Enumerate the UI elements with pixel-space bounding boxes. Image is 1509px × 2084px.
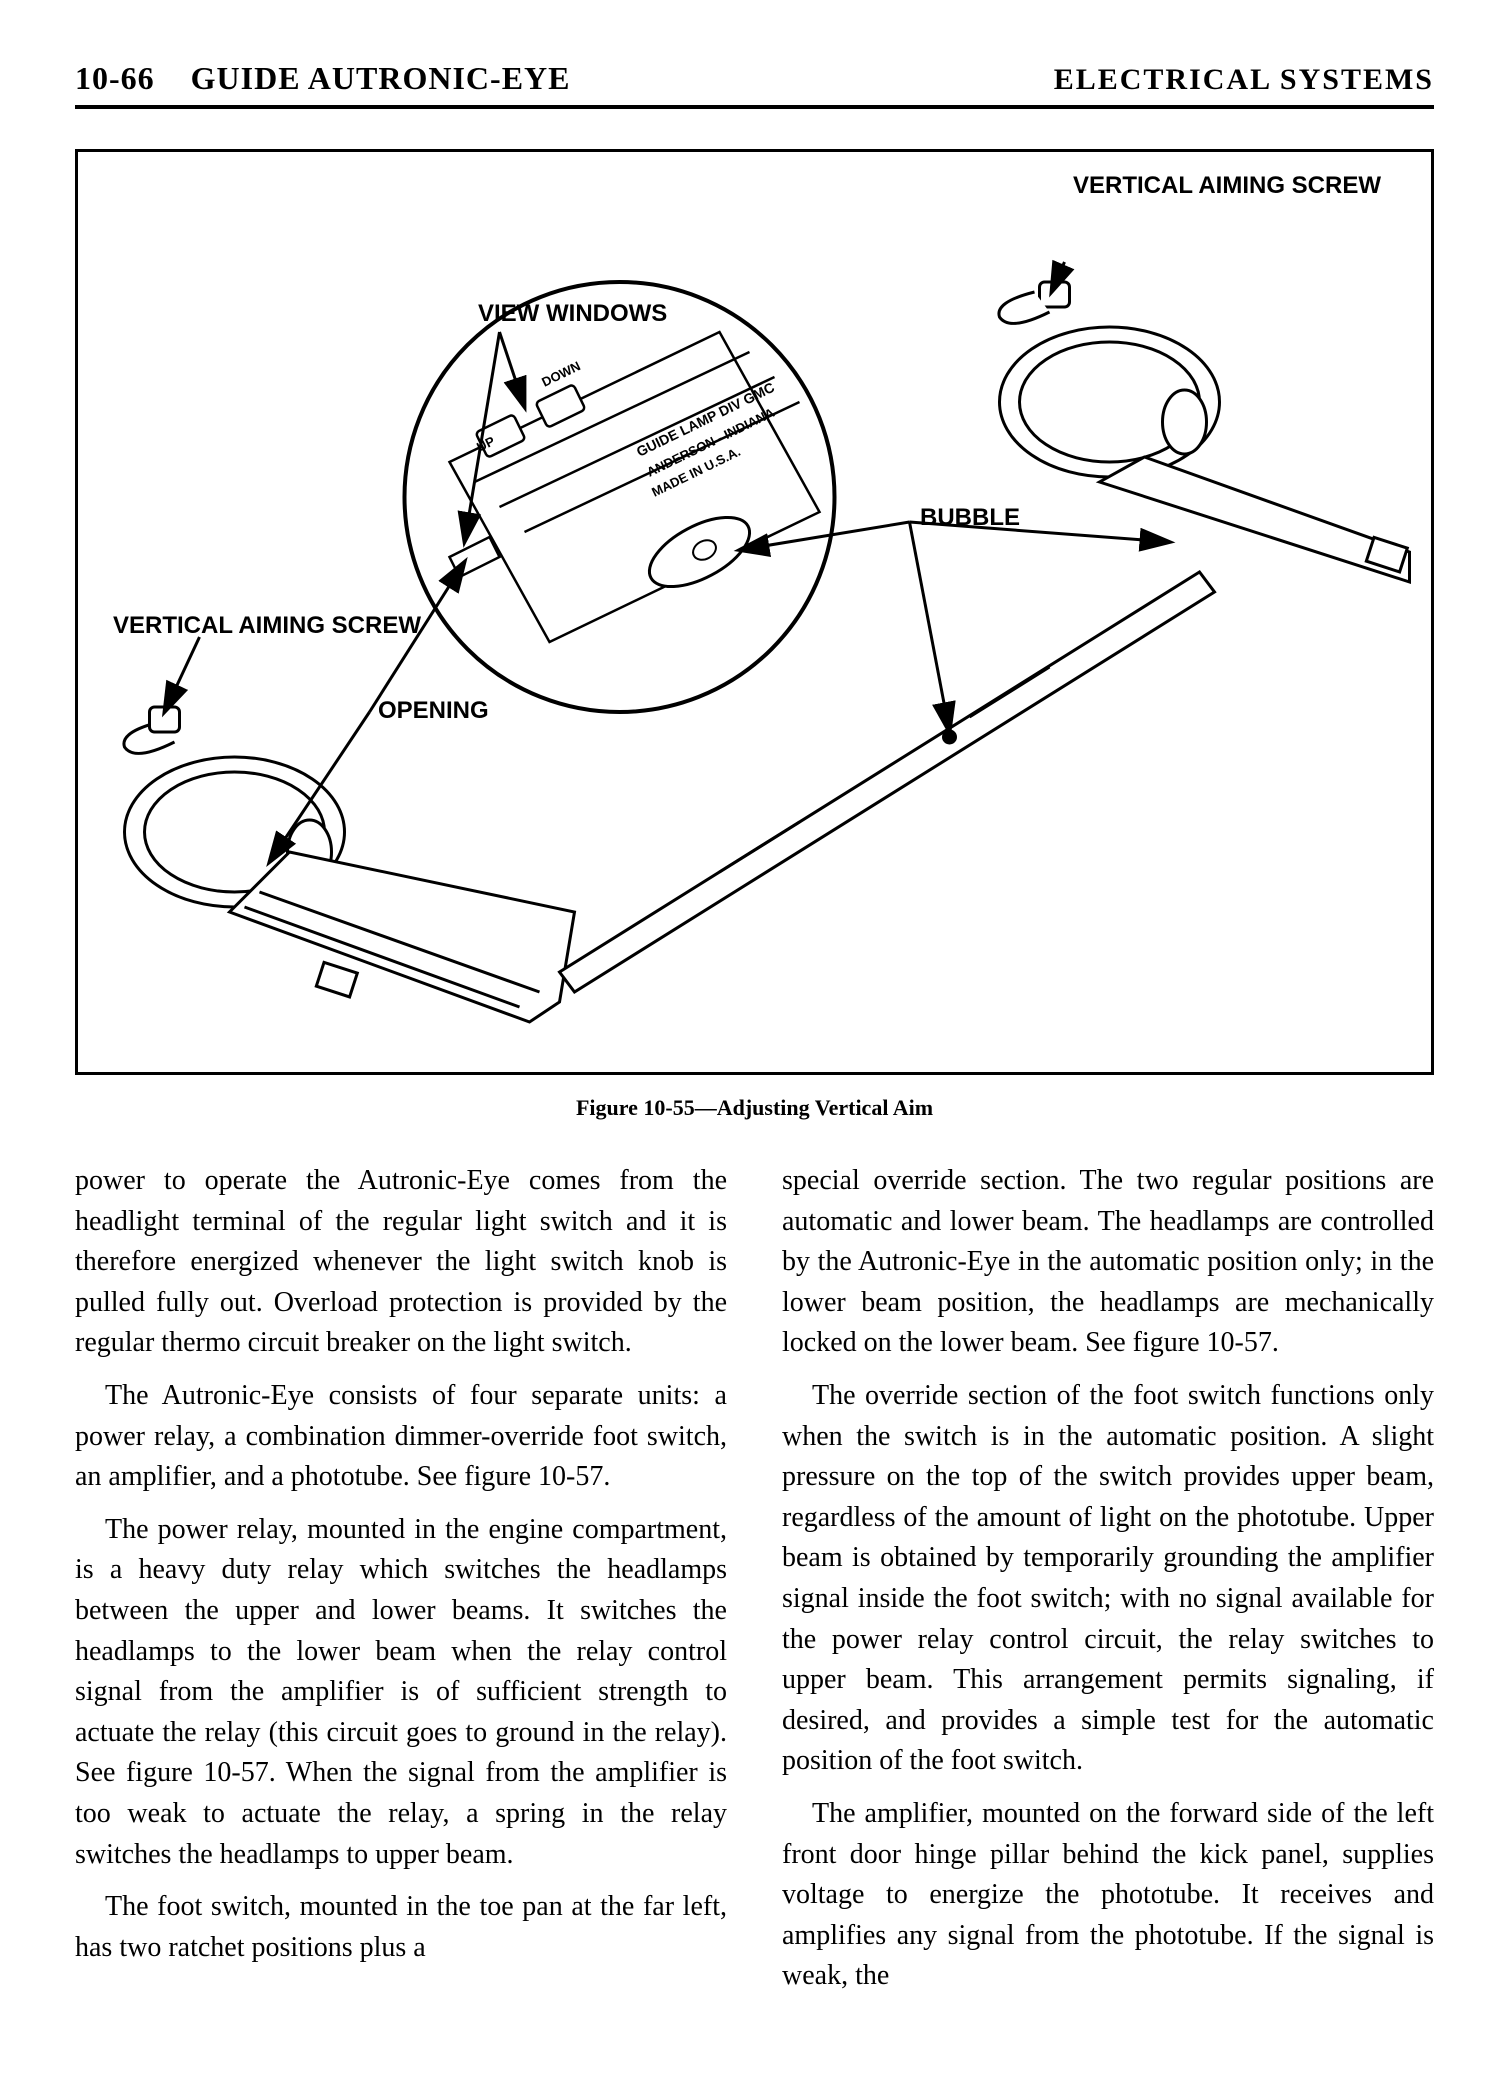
para-l3: The power relay, mounted in the engine c…	[75, 1510, 727, 1875]
label-vertical-aim-top: VERTICAL AIMING SCREW	[1073, 172, 1381, 200]
right-aimer-icon	[999, 282, 1220, 477]
para-r3: The amplifier, mounted on the forward si…	[782, 1794, 1434, 1997]
label-opening: OPENING	[378, 697, 489, 725]
page: 10-66 GUIDE AUTRONIC-EYE ELECTRICAL SYST…	[0, 0, 1509, 2059]
left-column: power to operate the Autronic-Eye comes …	[75, 1161, 727, 2009]
section-title: GUIDE AUTRONIC-EYE	[191, 60, 571, 96]
page-number: 10-66	[75, 60, 155, 96]
label-view-windows: VIEW WINDOWS	[478, 300, 667, 328]
header-left: 10-66 GUIDE AUTRONIC-EYE	[75, 60, 570, 97]
label-bubble: BUBBLE	[920, 504, 1020, 532]
magnifier-detail-icon: GUIDE LAMP DIV GMC ANDERSON - INDIANA MA…	[405, 282, 835, 712]
para-r1: special override section. The two regula…	[782, 1161, 1434, 1364]
para-r2: The override section of the foot switch …	[782, 1376, 1434, 1782]
para-l4: The foot switch, mounted in the toe pan …	[75, 1887, 727, 1968]
page-header: 10-66 GUIDE AUTRONIC-EYE ELECTRICAL SYST…	[75, 60, 1434, 109]
para-l1: power to operate the Autronic-Eye comes …	[75, 1161, 727, 1364]
chapter-title: ELECTRICAL SYSTEMS	[1054, 63, 1434, 97]
para-l2: The Autronic-Eye consists of four separa…	[75, 1376, 727, 1498]
body-text: power to operate the Autronic-Eye comes …	[75, 1161, 1434, 2009]
figure-caption: Figure 10-55—Adjusting Vertical Aim	[75, 1095, 1434, 1121]
label-vertical-aim-left: VERTICAL AIMING SCREW	[113, 612, 421, 640]
figure-frame: GUIDE LAMP DIV GMC ANDERSON - INDIANA MA…	[75, 149, 1434, 1075]
right-column: special override section. The two regula…	[782, 1161, 1434, 2009]
